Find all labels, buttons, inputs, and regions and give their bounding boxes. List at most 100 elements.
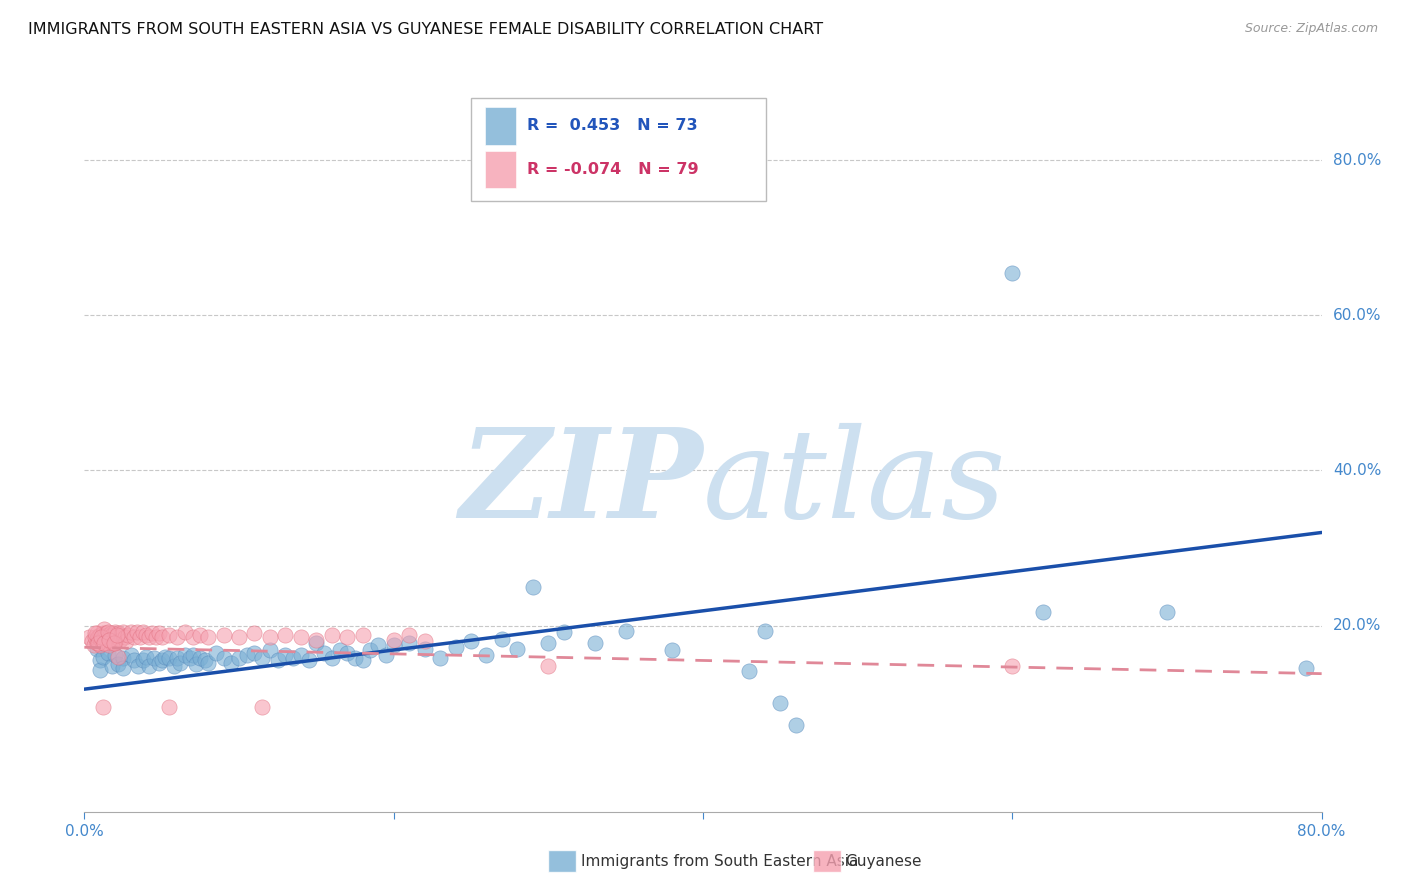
- Point: [163, 659, 186, 673]
- Point: [103, 630, 125, 644]
- Point: [104, 624, 127, 639]
- Point: [159, 700, 180, 714]
- Point: [120, 624, 142, 639]
- Point: [228, 651, 250, 665]
- Point: [101, 628, 124, 642]
- Point: [290, 630, 312, 644]
- Point: [305, 632, 328, 647]
- Point: [82, 634, 104, 648]
- Point: [250, 700, 273, 714]
- Point: [179, 651, 201, 665]
- Point: [274, 628, 297, 642]
- Point: [1156, 605, 1178, 619]
- Text: Source: ZipAtlas.com: Source: ZipAtlas.com: [1244, 22, 1378, 36]
- Point: [166, 630, 188, 644]
- Point: [197, 630, 219, 644]
- Point: [143, 651, 166, 665]
- Point: [250, 651, 273, 665]
- Point: [125, 624, 148, 639]
- Point: [103, 635, 125, 649]
- Point: [460, 634, 482, 648]
- Point: [107, 649, 129, 664]
- Point: [553, 624, 575, 639]
- Point: [107, 657, 129, 672]
- Point: [413, 641, 436, 656]
- Point: [352, 628, 374, 642]
- Text: atlas: atlas: [703, 423, 1007, 544]
- Text: 40.0%: 40.0%: [1333, 463, 1381, 478]
- Point: [89, 663, 111, 677]
- Point: [1295, 661, 1317, 675]
- Point: [174, 624, 197, 639]
- Point: [444, 640, 467, 654]
- Point: [86, 635, 108, 649]
- Point: [267, 653, 290, 667]
- Point: [104, 648, 127, 662]
- Point: [96, 635, 118, 649]
- Point: [343, 651, 366, 665]
- Point: [112, 624, 135, 639]
- Point: [321, 651, 343, 665]
- Point: [188, 628, 211, 642]
- Point: [398, 635, 420, 649]
- Point: [84, 630, 107, 644]
- Point: [188, 651, 211, 665]
- Point: [219, 656, 242, 670]
- Point: [205, 646, 228, 660]
- Point: [360, 643, 382, 657]
- Point: [105, 628, 128, 642]
- Point: [127, 659, 149, 673]
- Point: [785, 718, 807, 732]
- Text: 60.0%: 60.0%: [1333, 308, 1381, 323]
- Point: [93, 635, 115, 649]
- Point: [87, 630, 110, 644]
- Point: [506, 641, 529, 656]
- Point: [100, 626, 122, 640]
- Point: [150, 630, 173, 644]
- Point: [90, 632, 112, 647]
- Point: [87, 635, 110, 649]
- Text: R =  0.453   N = 73: R = 0.453 N = 73: [527, 119, 697, 133]
- Point: [132, 653, 155, 667]
- Point: [117, 628, 139, 642]
- Point: [104, 635, 127, 649]
- Point: [93, 623, 115, 637]
- Point: [83, 638, 105, 652]
- Point: [112, 661, 135, 675]
- Point: [91, 700, 114, 714]
- Point: [413, 634, 436, 648]
- Point: [491, 632, 513, 646]
- Point: [305, 635, 328, 649]
- Point: [96, 646, 118, 660]
- Point: [194, 653, 217, 667]
- Point: [259, 630, 281, 644]
- Point: [1032, 605, 1054, 619]
- Point: [228, 630, 250, 644]
- Text: Guyanese: Guyanese: [845, 854, 921, 869]
- Point: [1001, 659, 1024, 673]
- Point: [197, 656, 219, 670]
- Point: [321, 628, 343, 642]
- Text: Immigrants from South Eastern Asia: Immigrants from South Eastern Asia: [581, 854, 858, 869]
- Point: [583, 635, 606, 649]
- Point: [312, 646, 335, 660]
- Point: [94, 626, 117, 640]
- Point: [91, 626, 114, 640]
- Point: [614, 624, 637, 638]
- Point: [336, 630, 359, 644]
- Point: [475, 648, 498, 662]
- Point: [382, 632, 405, 647]
- Point: [110, 628, 132, 642]
- Text: 20.0%: 20.0%: [1333, 618, 1381, 633]
- Point: [336, 646, 359, 660]
- Point: [148, 656, 170, 670]
- Point: [382, 638, 405, 652]
- Point: [537, 635, 560, 649]
- Point: [100, 632, 122, 647]
- Point: [135, 628, 157, 642]
- Point: [159, 628, 180, 642]
- Point: [135, 649, 157, 664]
- Point: [374, 648, 398, 662]
- Point: [96, 624, 118, 639]
- Point: [89, 653, 111, 667]
